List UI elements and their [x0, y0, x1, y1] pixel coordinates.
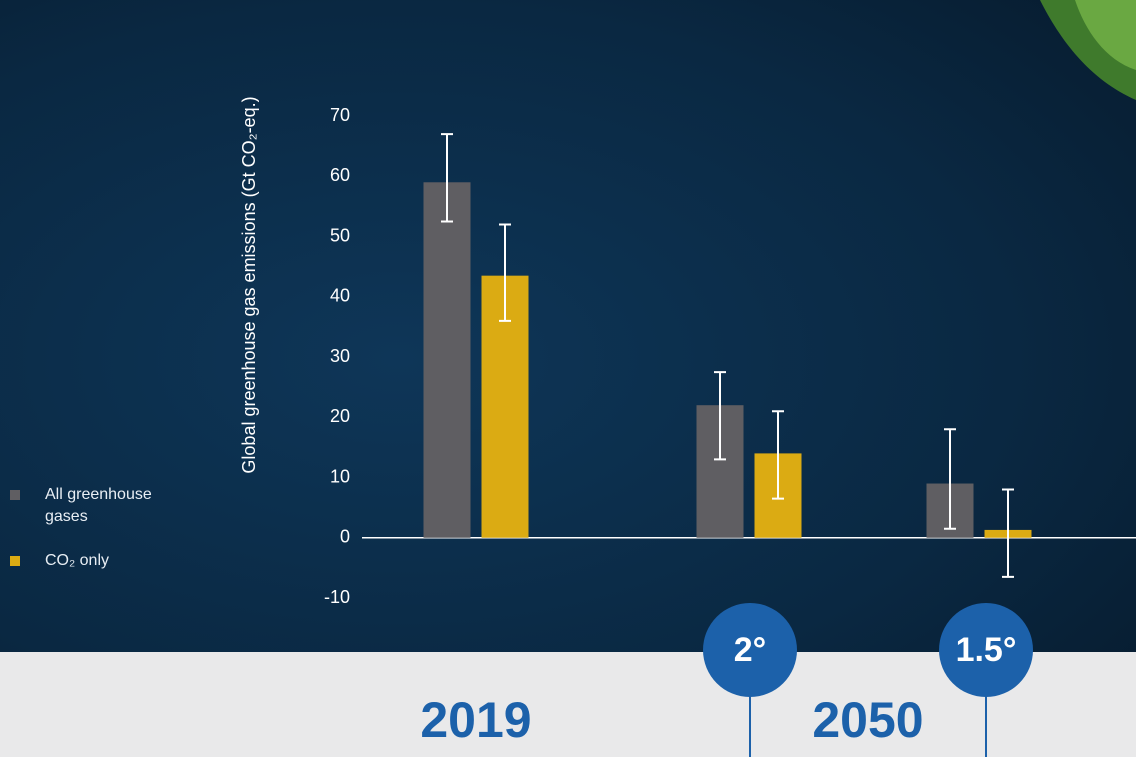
- error-bar: [441, 133, 453, 223]
- scenario-label: 2°: [734, 631, 767, 669]
- y-tick-label: 70: [330, 105, 350, 125]
- tree-highlight: [1075, 0, 1136, 70]
- scenario-badge: [703, 603, 797, 697]
- scenario-label: 1.5°: [956, 631, 1017, 669]
- legend-label: CO₂ only: [45, 552, 110, 569]
- y-tick-label: 40: [330, 286, 350, 306]
- y-tick-label: 50: [330, 225, 350, 245]
- y-tick-label: 10: [330, 466, 350, 486]
- background: [0, 0, 1136, 652]
- error-bar: [499, 223, 511, 322]
- error-bar: [944, 428, 956, 530]
- y-tick-label: 30: [330, 346, 350, 366]
- y-tick-label: 0: [340, 527, 350, 547]
- error-bar: [714, 371, 726, 461]
- y-axis-label: Global greenhouse gas emissions (Gt CO₂-…: [239, 96, 259, 473]
- legend-item: CO₂ only: [10, 550, 195, 572]
- legend-swatch: [10, 556, 20, 566]
- x-label-year: 2019: [420, 692, 531, 748]
- y-tick-label: 20: [330, 406, 350, 426]
- scenario-badge: [939, 603, 1033, 697]
- legend-label: All greenhouse gases: [45, 486, 152, 525]
- bar: [423, 182, 471, 538]
- legend-item: All greenhouse gases: [10, 484, 195, 528]
- error-bar: [1002, 488, 1014, 578]
- error-bar: [772, 410, 784, 500]
- y-tick-label: 60: [330, 165, 350, 185]
- x-label-year: 2050: [812, 692, 923, 748]
- legend-swatch: [10, 490, 20, 500]
- y-tick-label: -10: [324, 587, 350, 607]
